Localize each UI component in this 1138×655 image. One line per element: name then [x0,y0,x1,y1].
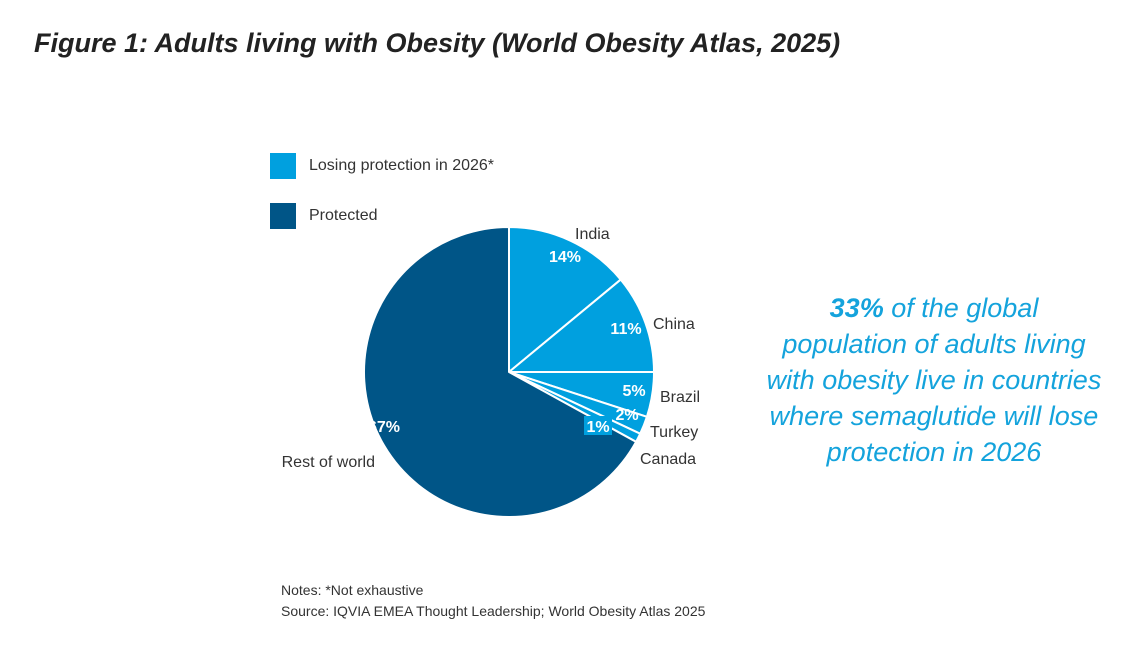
slice-value-label: 11% [610,321,641,338]
slice-value-label: 14% [549,249,581,266]
pie-slices [363,226,655,518]
slice-value-label: 5% [622,383,645,400]
slice-value-label: 1% [586,419,609,436]
callout-highlight: 33% [829,293,884,323]
slice-category-label: Canada [640,451,696,468]
legend-label-losing: Losing protection in 2026* [309,157,495,174]
pie-slice-india [508,226,622,373]
slice-category-label: Brazil [660,389,700,406]
callout-text: 33% of the global population of adults l… [764,290,1104,470]
slice-category-label: India [575,226,610,243]
pie-slice-rest-of-world [363,226,638,518]
slice-category-label: China [653,316,695,333]
slice-category-label: Turkey [650,424,698,441]
legend-swatch-protected [270,203,296,229]
legend-swatch-losing [270,153,296,179]
slice-value-label: 2% [615,407,638,424]
legend-item-losing: Losing protection in 2026* [270,153,494,179]
slice-category-label: Rest of world [282,454,375,471]
legend-label-protected: Protected [309,207,378,224]
slice-value-label: 67% [368,419,400,436]
legend-item-protected: Protected [270,203,377,229]
source-line: Source: IQVIA EMEA Thought Leadership; W… [281,603,706,619]
notes-line: Notes: *Not exhaustive [281,582,424,598]
notes: Notes: *Not exhaustive Source: IQVIA EME… [281,580,705,622]
callout-body: of the global population of adults livin… [766,293,1102,467]
pie-slice-china [508,278,655,373]
value-label-bg [584,416,612,435]
chart-title: Figure 1: Adults living with Obesity (Wo… [34,28,841,58]
pie-labels: 14% India 11% China 5% Brazil 2% Turkey 1% Canada… [282,226,700,471]
